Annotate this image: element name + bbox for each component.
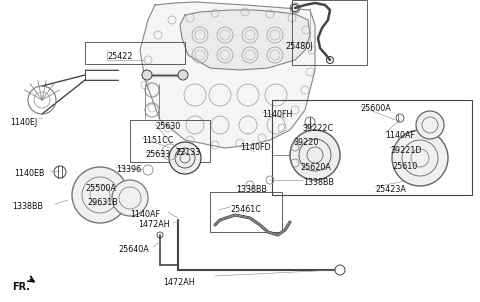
Circle shape <box>142 70 152 80</box>
Text: 1338BB: 1338BB <box>12 202 43 211</box>
Circle shape <box>326 56 334 63</box>
Polygon shape <box>180 10 310 70</box>
Text: 1140FH: 1140FH <box>262 110 292 119</box>
Text: 1151CC: 1151CC <box>142 136 173 145</box>
Bar <box>272 100 472 195</box>
Bar <box>130 120 210 162</box>
Circle shape <box>178 70 188 80</box>
Text: 25610: 25610 <box>392 162 417 171</box>
Text: 25461C: 25461C <box>230 205 261 214</box>
Circle shape <box>291 5 299 11</box>
Text: 22133: 22133 <box>175 148 200 157</box>
Text: 25500A: 25500A <box>85 184 116 193</box>
Polygon shape <box>140 2 315 148</box>
Circle shape <box>416 111 444 139</box>
Text: 29631B: 29631B <box>87 198 118 207</box>
Text: 1140AF: 1140AF <box>385 131 415 140</box>
Circle shape <box>290 130 340 180</box>
Text: 1472AH: 1472AH <box>163 278 194 287</box>
Text: 25423A: 25423A <box>375 185 406 194</box>
Text: 25640A: 25640A <box>118 245 149 254</box>
Text: 1140AF: 1140AF <box>130 210 160 219</box>
Circle shape <box>169 142 201 174</box>
Text: 39221D: 39221D <box>390 146 421 155</box>
Text: 1140FD: 1140FD <box>240 143 271 152</box>
Text: 25630: 25630 <box>155 122 180 131</box>
Text: FR.: FR. <box>12 282 30 292</box>
Text: 1338BB: 1338BB <box>303 178 334 187</box>
Circle shape <box>112 180 148 216</box>
Text: 1472AH: 1472AH <box>138 220 169 229</box>
Text: 25422: 25422 <box>107 52 132 61</box>
Bar <box>178 148 184 151</box>
Text: 25600A: 25600A <box>360 104 391 113</box>
Circle shape <box>335 265 345 275</box>
Circle shape <box>392 130 448 186</box>
Bar <box>292 0 367 65</box>
Text: 1140EJ: 1140EJ <box>10 118 37 127</box>
Text: 25620A: 25620A <box>300 163 331 172</box>
Text: 25633: 25633 <box>145 150 170 159</box>
Text: 1140EB: 1140EB <box>14 169 45 178</box>
Circle shape <box>72 167 128 223</box>
Text: 13396: 13396 <box>116 165 141 174</box>
Text: 39222C: 39222C <box>302 124 333 133</box>
Text: 1338BB: 1338BB <box>236 185 267 194</box>
Bar <box>210 192 282 232</box>
Text: 25480J: 25480J <box>285 42 312 51</box>
Text: 39220: 39220 <box>293 138 318 147</box>
Bar <box>85 42 185 64</box>
